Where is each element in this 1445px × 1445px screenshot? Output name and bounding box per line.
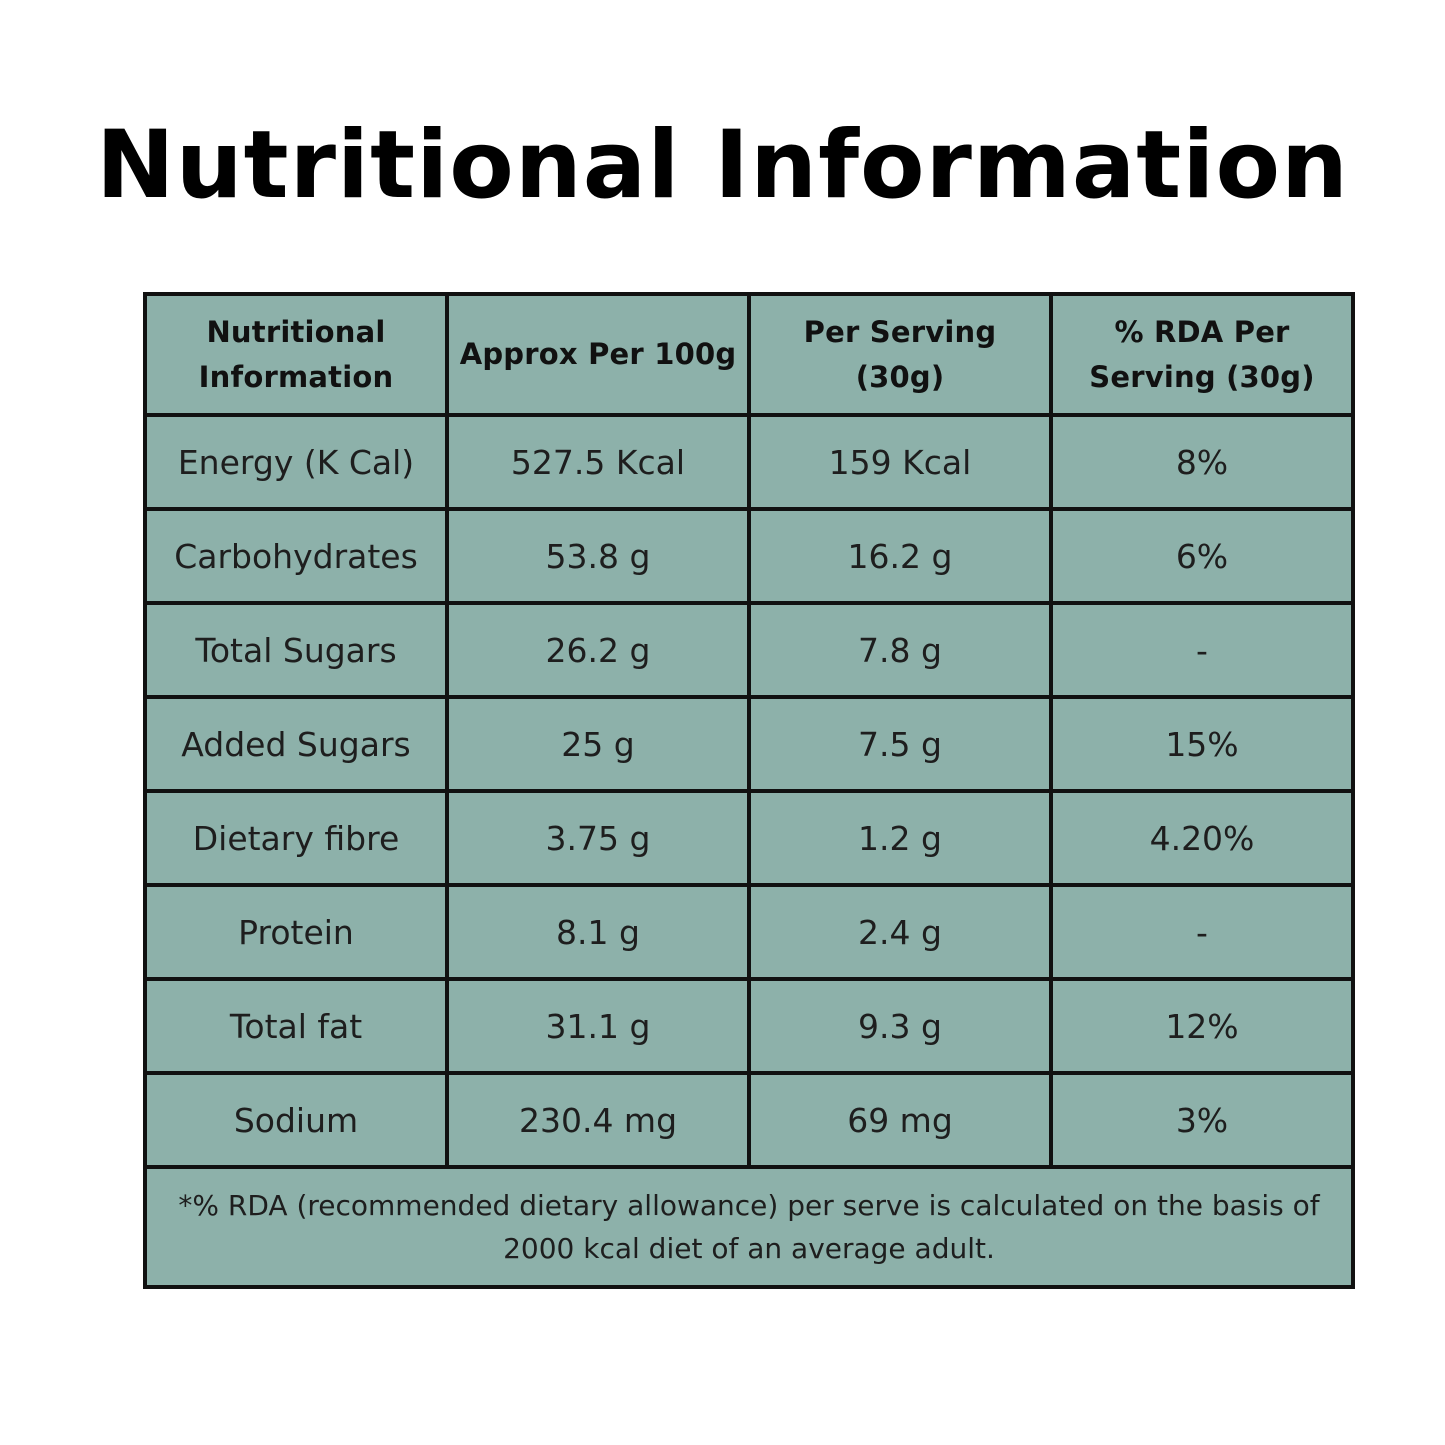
footnote-row: *% RDA (recommended dietary allowance) p… [143,1165,1355,1289]
nutrient-name: Carbohydrates [143,507,449,605]
header-per-serving: Per Serving (30g) [747,292,1053,417]
per-serving-value: 16.2 g [747,507,1053,605]
per-serving-value: 2.4 g [747,883,1053,981]
per-serving-value: 69 mg [747,1071,1053,1169]
per-100g-value: 26.2 g [445,601,751,699]
table-row: Added Sugars 25 g 7.5 g 15% [143,695,1355,793]
per-serving-value: 159 Kcal [747,413,1053,511]
table-row: Total fat 31.1 g 9.3 g 12% [143,977,1355,1075]
per-serving-value: 1.2 g [747,789,1053,887]
nutrient-name: Dietary fibre [143,789,449,887]
per-100g-value: 8.1 g [445,883,751,981]
rda-value: 15% [1049,695,1355,793]
header-nutritional-information: Nutritional Information [143,292,449,417]
page-title: Nutritional Information [96,111,1349,220]
rda-value: - [1049,883,1355,981]
per-100g-value: 3.75 g [445,789,751,887]
rda-value: - [1049,601,1355,699]
nutrition-table: Nutritional Information Approx Per 100g … [143,292,1355,1289]
per-100g-value: 25 g [445,695,751,793]
rda-footnote: *% RDA (recommended dietary allowance) p… [143,1165,1355,1289]
header-rda-per-serving: % RDA Per Serving (30g) [1049,292,1355,417]
table-row: Sodium 230.4 mg 69 mg 3% [143,1071,1355,1169]
per-100g-value: 53.8 g [445,507,751,605]
rda-value: 8% [1049,413,1355,511]
nutrient-name: Total Sugars [143,601,449,699]
nutrient-name: Protein [143,883,449,981]
per-100g-value: 31.1 g [445,977,751,1075]
rda-value: 4.20% [1049,789,1355,887]
rda-value: 12% [1049,977,1355,1075]
table-row: Protein 8.1 g 2.4 g - [143,883,1355,981]
table-header-row: Nutritional Information Approx Per 100g … [143,292,1355,417]
table-row: Energy (K Cal) 527.5 Kcal 159 Kcal 8% [143,413,1355,511]
per-serving-value: 7.8 g [747,601,1053,699]
table-row: Total Sugars 26.2 g 7.8 g - [143,601,1355,699]
nutrient-name: Energy (K Cal) [143,413,449,511]
nutrient-name: Sodium [143,1071,449,1169]
per-serving-value: 7.5 g [747,695,1053,793]
per-serving-value: 9.3 g [747,977,1053,1075]
nutrient-name: Added Sugars [143,695,449,793]
per-100g-value: 527.5 Kcal [445,413,751,511]
per-100g-value: 230.4 mg [445,1071,751,1169]
table-row: Carbohydrates 53.8 g 16.2 g 6% [143,507,1355,605]
nutrient-name: Total fat [143,977,449,1075]
header-approx-per-100g: Approx Per 100g [445,292,751,417]
rda-value: 3% [1049,1071,1355,1169]
rda-value: 6% [1049,507,1355,605]
table-row: Dietary fibre 3.75 g 1.2 g 4.20% [143,789,1355,887]
